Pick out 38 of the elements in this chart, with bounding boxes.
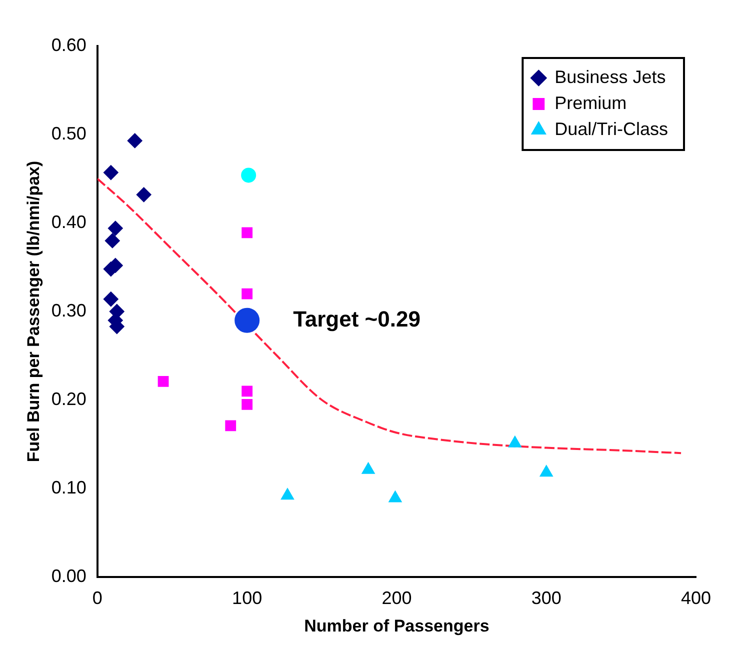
y-tick-label: 0.30 <box>51 300 86 320</box>
y-tick-label: 0.60 <box>51 34 86 55</box>
point <box>103 292 118 307</box>
legend-label: Dual/Tri-Class <box>554 118 668 139</box>
point <box>540 465 553 477</box>
y-tick-label: 0.10 <box>51 477 86 498</box>
x-tick-label: 300 <box>531 588 562 608</box>
annotation: Target ~0.29 <box>293 306 420 332</box>
y-tick-label: 0.20 <box>51 388 86 409</box>
point <box>242 398 253 410</box>
x-tick-label: 400 <box>680 588 712 608</box>
point <box>362 462 375 474</box>
point <box>241 168 256 183</box>
y-tick-label: 0.50 <box>51 123 86 144</box>
point <box>127 133 142 148</box>
point <box>103 165 118 180</box>
line-series <box>97 178 682 454</box>
point <box>108 220 123 236</box>
point <box>242 386 253 397</box>
x-tick-label: 200 <box>382 588 412 608</box>
point <box>242 227 253 238</box>
point <box>158 376 169 387</box>
point <box>225 420 236 432</box>
point <box>136 187 152 202</box>
y-axis-title: Fuel Burn per Passenger (lb/nmi/pax) <box>24 160 43 462</box>
point <box>242 288 253 300</box>
legend-label: Business Jets <box>554 66 666 87</box>
x-axis-title: Number of Passengers <box>304 616 490 636</box>
x-tick-label: 100 <box>232 588 262 608</box>
x-tick-label: 0 <box>92 588 102 608</box>
point <box>280 488 294 500</box>
point <box>104 233 120 248</box>
y-tick-label: 0.00 <box>51 566 86 586</box>
point <box>234 308 260 333</box>
point <box>388 490 402 502</box>
y-tick-label: 0.40 <box>51 212 86 232</box>
legend-label: Premium <box>554 92 627 113</box>
point <box>508 436 522 448</box>
